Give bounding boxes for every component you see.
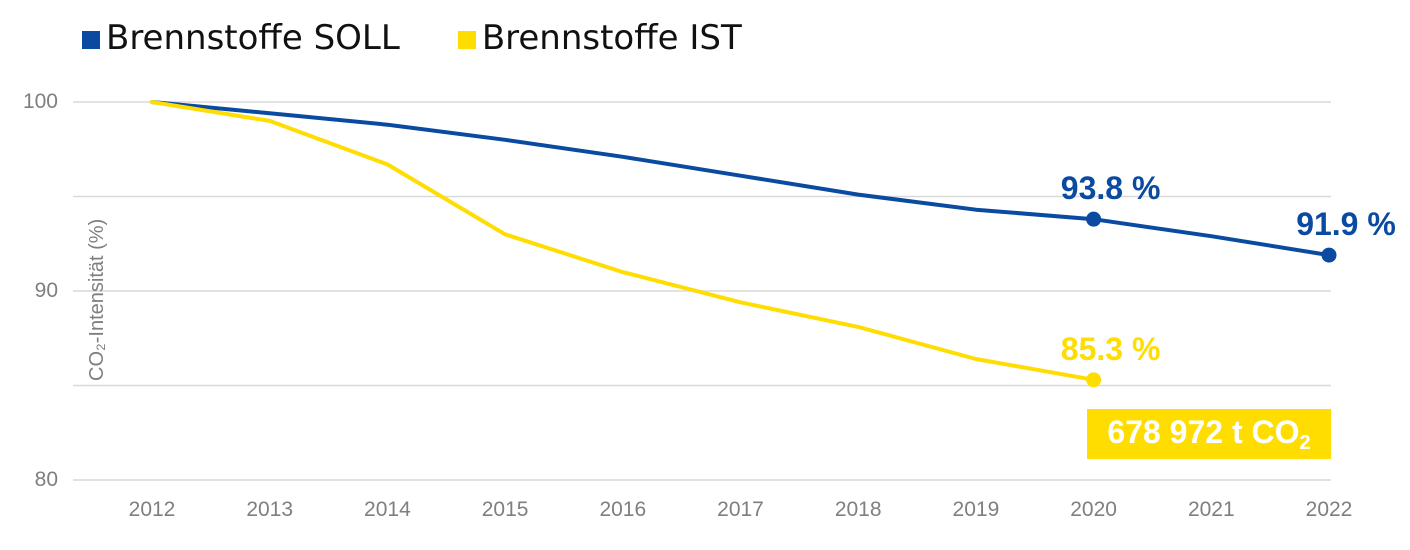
data-point-marker bbox=[1086, 372, 1102, 388]
x-tick-label: 2019 bbox=[953, 498, 1000, 521]
y-axis-label: CO₂-Intensität (%) bbox=[86, 219, 108, 381]
legend-swatch-soll bbox=[82, 31, 100, 49]
legend-item-soll: Brennstoffe SOLL bbox=[82, 18, 400, 58]
x-tick-label: 2017 bbox=[717, 498, 764, 521]
x-tick-label: 2016 bbox=[599, 498, 646, 521]
x-tick-label: 2018 bbox=[835, 498, 882, 521]
data-point-marker bbox=[1321, 247, 1337, 263]
legend-item-ist: Brennstoffe IST bbox=[457, 18, 742, 58]
series-line-ist bbox=[150, 100, 1096, 382]
x-tick-label: 2012 bbox=[129, 498, 176, 521]
y-tick-label: 100 bbox=[23, 90, 58, 113]
x-tick-label: 2020 bbox=[1070, 498, 1117, 521]
chart-legend: Brennstoffe SOLL Brennstoffe IST bbox=[82, 18, 800, 58]
x-tick-label: 2013 bbox=[246, 498, 293, 521]
series-line-soll bbox=[150, 100, 1331, 258]
legend-swatch-ist bbox=[457, 31, 476, 49]
co2-callout-text: 678 972 t CO2 bbox=[1107, 413, 1311, 454]
x-tick-label: 2015 bbox=[482, 498, 529, 521]
legend-label-ist: Brennstoffe IST bbox=[481, 18, 742, 58]
co2-callout-box: 678 972 t CO2 bbox=[1087, 409, 1331, 459]
x-tick-label: 2014 bbox=[364, 498, 411, 521]
x-tick-label: 2021 bbox=[1188, 498, 1235, 521]
y-tick-label: 80 bbox=[35, 468, 58, 491]
legend-label-soll: Brennstoffe SOLL bbox=[106, 18, 400, 58]
data-label: 93.8 % bbox=[1061, 170, 1161, 206]
data-label: 91.9 % bbox=[1296, 206, 1396, 242]
y-tick-label: 90 bbox=[35, 279, 58, 302]
x-tick-label: 2022 bbox=[1306, 498, 1353, 521]
data-label: 85.3 % bbox=[1061, 331, 1161, 367]
data-point-marker bbox=[1086, 211, 1102, 227]
